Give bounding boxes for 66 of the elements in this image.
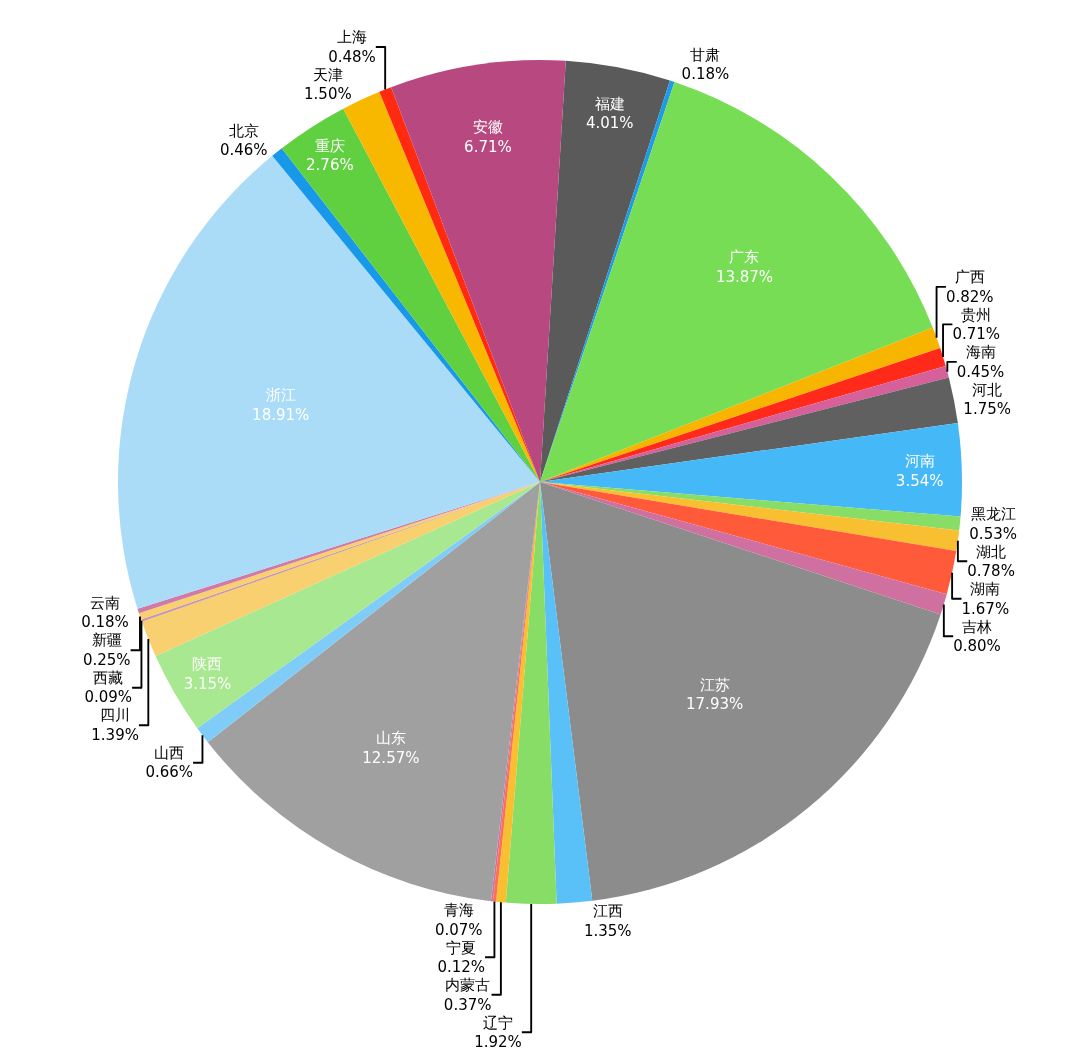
slice-label: 福建 (594, 94, 625, 113)
slice-label: 上海 (336, 28, 367, 47)
data-label: 4.01% (585, 114, 634, 133)
slice-label: 广西 (954, 268, 985, 287)
slice-label: 辽宁 (482, 1013, 513, 1032)
slice-label: 宁夏 (446, 938, 477, 957)
data-label: 3.54% (895, 471, 944, 490)
slice-label: 江西 (592, 902, 623, 921)
data-label: 2.76% (306, 156, 354, 175)
data-label: 0.66% (145, 763, 194, 782)
slice-label: 重庆 (314, 136, 345, 155)
pie-slice (155, 482, 540, 729)
slice-label: 天津 (312, 65, 343, 84)
slice-label: 山东 (375, 729, 406, 748)
slice-label: 江苏 (699, 675, 730, 694)
data-label: 17.93% (686, 695, 744, 714)
slice-label: 浙江 (265, 386, 296, 405)
slice-label: 吉林 (962, 617, 993, 636)
slice-label: 广东 (729, 248, 760, 267)
data-label: 0.82% (945, 287, 994, 306)
slice-label: 甘肃 (690, 45, 721, 64)
slice-label: 陕西 (192, 655, 223, 674)
slice-label: 河北 (972, 380, 1003, 399)
data-label: 18.91% (252, 405, 310, 424)
data-label: 0.80% (953, 637, 1001, 656)
slice-label: 海南 (965, 343, 996, 362)
slice-label: 安徽 (472, 118, 503, 137)
data-label: 0.71% (952, 325, 1001, 344)
slice-label: 云南 (89, 593, 120, 612)
data-label: 1.50% (304, 85, 352, 104)
slice-label: 内蒙古 (445, 976, 491, 995)
data-label: 0.18% (681, 65, 730, 84)
data-label: 3.15% (183, 674, 232, 693)
data-label: 0.53% (969, 524, 1017, 543)
data-label: 0.46% (219, 141, 268, 160)
slice-label: 新疆 (91, 631, 122, 650)
pie-slice (391, 60, 566, 482)
slice-label: 山西 (154, 743, 185, 762)
data-label: 0.07% (434, 920, 483, 939)
slice-label: 西藏 (93, 668, 124, 687)
data-label: 0.25% (82, 650, 131, 669)
data-label: 1.39% (91, 725, 139, 744)
data-label: 1.35% (583, 921, 632, 940)
data-label: 13.87% (715, 267, 774, 286)
slice-label: 河南 (904, 452, 935, 471)
slice-label: 湖南 (970, 580, 1001, 599)
pie-slice (141, 482, 540, 657)
slice-label: 湖北 (976, 542, 1007, 561)
pie-slice (118, 155, 540, 609)
data-label: 1.75% (963, 400, 1012, 419)
data-label: 1.92% (474, 1033, 522, 1052)
data-label: 0.78% (967, 562, 1015, 581)
data-label: 12.57% (362, 748, 420, 767)
slice-label: 贵州 (961, 305, 992, 324)
slice-label: 青海 (443, 901, 474, 920)
data-label: 0.37% (443, 995, 492, 1014)
slice-label: 黑龙江 (970, 505, 1016, 524)
data-label: 0.18% (81, 613, 129, 632)
data-label: 0.45% (956, 362, 1005, 381)
data-label: 6.71% (464, 137, 512, 156)
data-label: 1.67% (961, 599, 1010, 618)
slice-label: 四川 (100, 706, 131, 725)
data-label: 0.09% (84, 688, 133, 707)
data-label: 0.12% (437, 958, 486, 977)
slice-label: 北京 (228, 121, 259, 140)
data-label: 0.48% (328, 47, 376, 66)
